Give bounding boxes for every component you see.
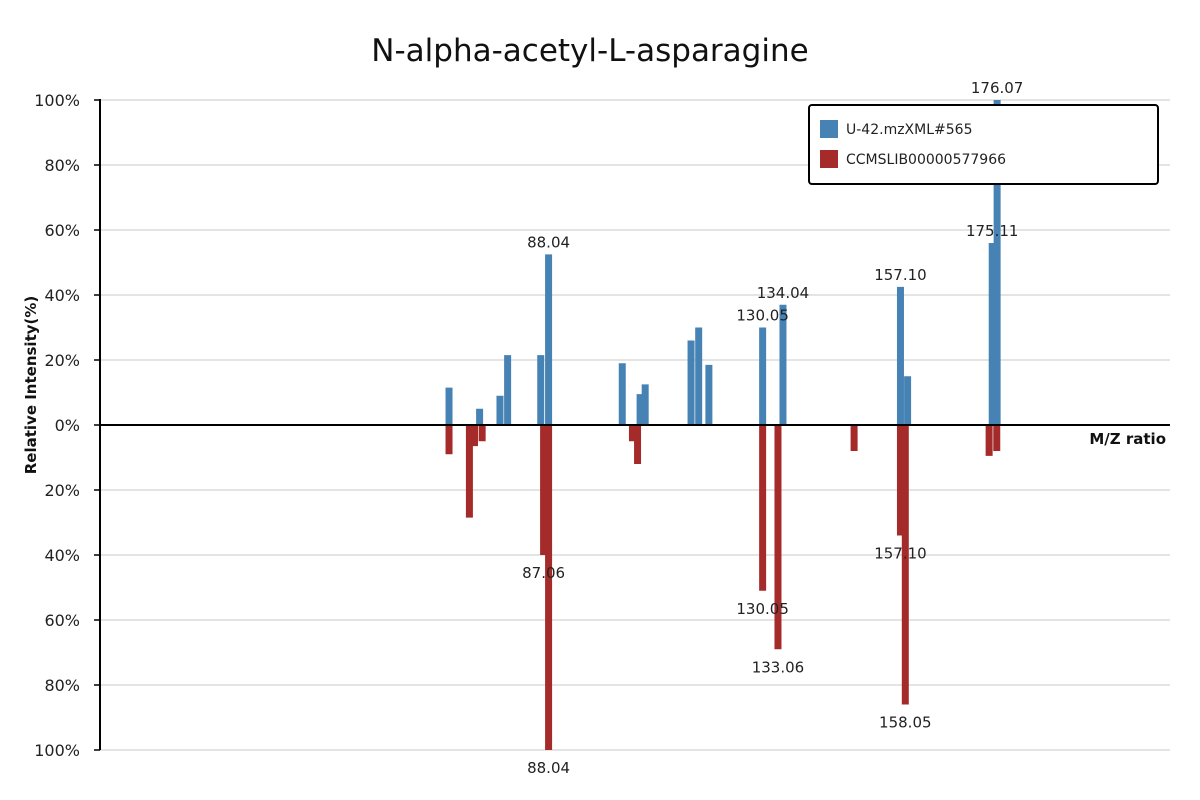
series-top-bars: [445, 100, 1001, 425]
peak-bar-top: [537, 355, 545, 425]
peak-bar-bottom: [993, 425, 1001, 451]
peak-bar-bottom: [478, 425, 486, 442]
peak-bar-top: [636, 394, 644, 425]
y-axis-title: Relative Intensity(%): [22, 296, 40, 475]
peak-bar-top: [504, 355, 512, 425]
y-tick-label: 40%: [44, 546, 80, 565]
peak-label-bottom: 130.05: [736, 600, 789, 618]
y-tick-label: 100%: [34, 741, 80, 760]
series-bottom-bars: [445, 425, 1001, 750]
y-tick-label: 20%: [44, 481, 80, 500]
peak-bar-bottom: [759, 425, 767, 591]
peak-bar-bottom: [896, 425, 904, 536]
legend-swatch-top: [820, 120, 838, 138]
y-tick-label: 80%: [44, 676, 80, 695]
peak-bar-top: [496, 395, 504, 425]
legend: U-42.mzXML#565 CCMSLIB00000577966: [808, 104, 1159, 185]
peak-bar-top: [618, 363, 626, 425]
peak-bar-bottom: [628, 425, 636, 442]
peak-label-top: 88.04: [527, 233, 570, 251]
x-axis-title: M/Z ratio: [1089, 430, 1166, 448]
peak-bar-top: [687, 340, 695, 425]
peak-bar-bottom: [634, 425, 642, 464]
y-tick-label: 80%: [44, 156, 80, 175]
peak-bar-top: [779, 304, 787, 425]
peak-label-bottom: 158.05: [879, 714, 932, 732]
peak-bar-top: [641, 384, 649, 425]
peak-label-top: 176.07: [971, 79, 1024, 97]
peak-label-top: 175.11: [966, 222, 1019, 240]
y-tick-label: 0%: [55, 416, 80, 435]
peak-bar-bottom: [774, 425, 782, 650]
peak-bar-top: [695, 327, 703, 425]
peak-label-top: 157.10: [874, 266, 927, 284]
peak-label-bottom: 157.10: [874, 545, 927, 563]
peak-bar-bottom: [901, 425, 909, 705]
legend-label-bottom: CCMSLIB00000577966: [846, 152, 1006, 168]
peak-label-bottom: 88.04: [527, 759, 570, 777]
y-tick-label: 40%: [44, 286, 80, 305]
peak-labels: 88.04 130.05 134.04 157.10 175.11 176.07 87.06…: [522, 79, 1023, 777]
peak-bar-bottom: [985, 425, 993, 456]
peak-bar-bottom: [465, 425, 473, 518]
peak-bar-bottom: [445, 425, 453, 455]
y-tick-label: 60%: [44, 611, 80, 630]
peak-bar-top: [988, 243, 996, 425]
grid-lines: [100, 99, 1170, 751]
legend-swatch-bottom: [820, 150, 838, 168]
peak-label-top: 130.05: [736, 307, 789, 325]
y-tick-label: 20%: [44, 351, 80, 370]
peak-bar-top: [993, 100, 1001, 425]
peak-bar-bottom: [540, 425, 548, 555]
y-tick-label: 100%: [34, 91, 80, 110]
peak-label-bottom: 133.06: [752, 658, 805, 676]
legend-box: [808, 104, 1159, 185]
peak-bar-top: [904, 376, 912, 425]
peak-bar-top: [545, 254, 553, 425]
y-tick-label: 60%: [44, 221, 80, 240]
peak-bar-bottom: [850, 425, 858, 451]
peak-bar-top: [759, 327, 767, 425]
chart-title: N-alpha-acetyl-L-asparagine: [371, 33, 808, 69]
peak-label-bottom: 87.06: [522, 564, 565, 582]
peak-bar-bottom: [471, 425, 478, 447]
y-axis-ticks: 100% 80% 60% 40% 20% 0% 20% 40% 60% 80% 100%: [34, 91, 100, 760]
peak-label-top: 134.04: [757, 284, 810, 302]
peak-bar-top: [445, 387, 453, 425]
peak-bar-top: [476, 408, 484, 425]
peak-bar-bottom: [545, 425, 553, 750]
peak-bar-top: [896, 286, 904, 425]
legend-label-top: U-42.mzXML#565: [846, 122, 972, 138]
peak-bar-top: [705, 364, 713, 425]
